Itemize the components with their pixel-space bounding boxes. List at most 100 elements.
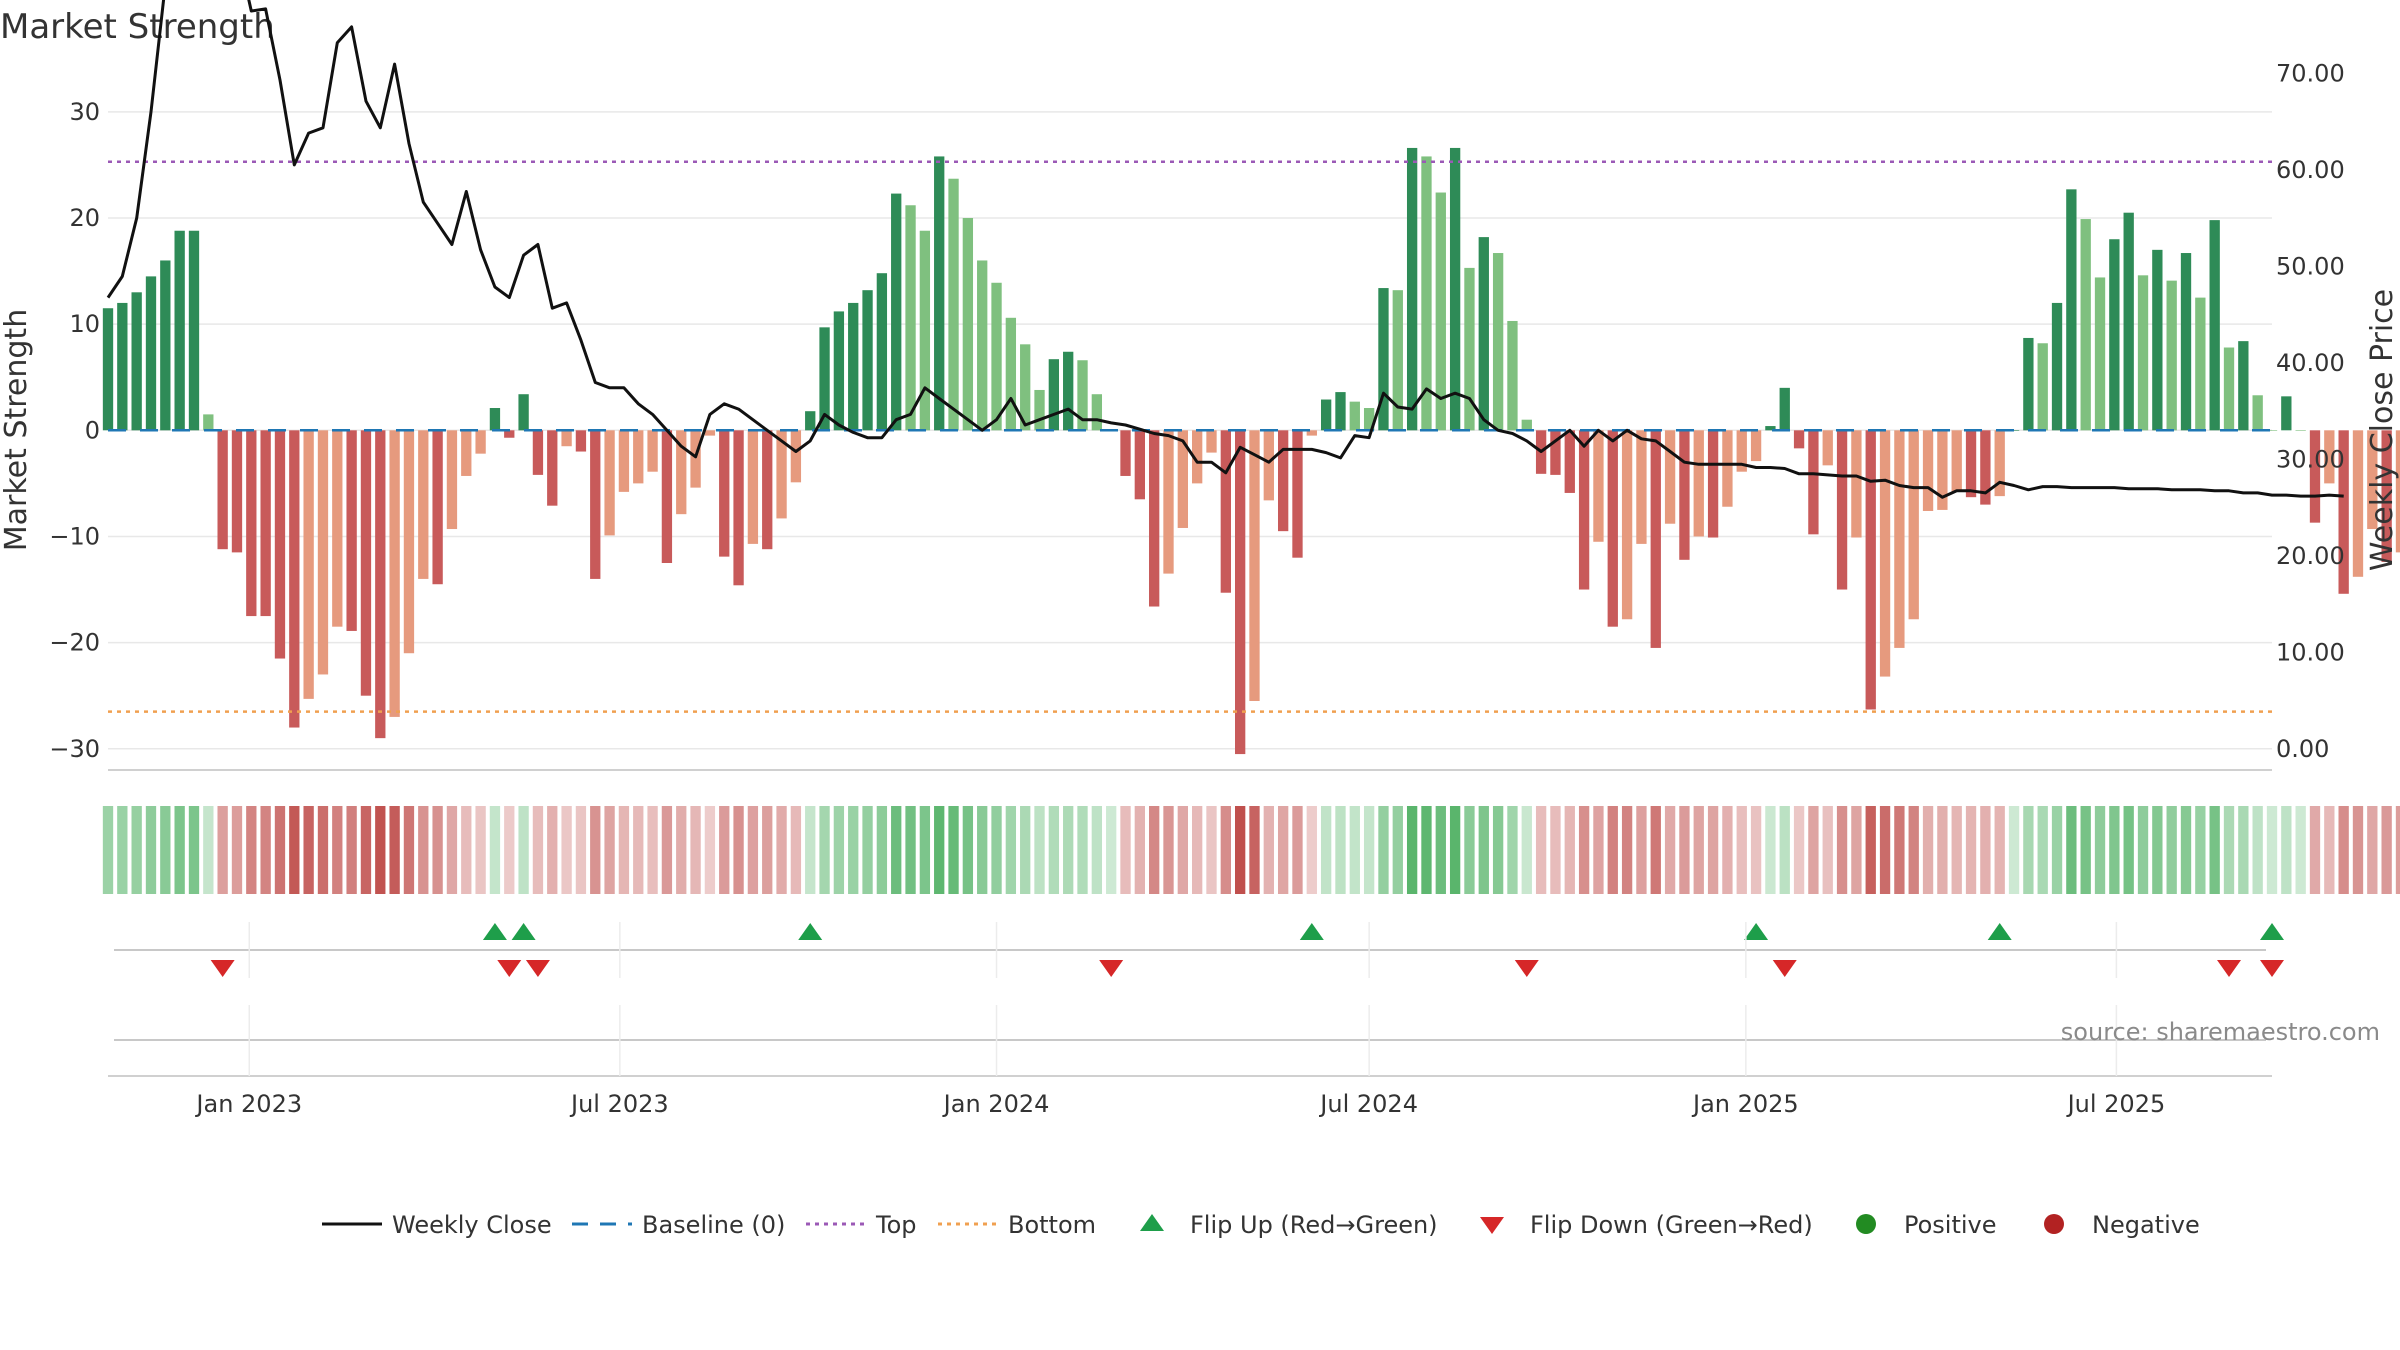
legend-swatch-positive xyxy=(1856,1214,1876,1234)
strength-bar xyxy=(1879,430,1891,677)
heat-cell xyxy=(1091,806,1103,894)
strength-bar xyxy=(1048,359,1060,431)
heat-cell xyxy=(1249,806,1260,894)
strength-bar xyxy=(1134,430,1146,500)
legend-label: Top xyxy=(875,1211,917,1239)
strength-bar xyxy=(848,302,859,431)
strength-bar xyxy=(676,430,687,515)
strength-bar xyxy=(317,430,329,675)
heat-cell xyxy=(1980,806,1991,894)
strength-bar xyxy=(203,414,214,431)
heat-cell xyxy=(676,806,687,894)
heat-cell xyxy=(1808,806,1819,894)
strength-bar xyxy=(977,260,988,431)
heat-cell xyxy=(848,806,859,894)
y-right-tick-label: 70.00 xyxy=(2276,60,2345,88)
heat-cell xyxy=(1449,806,1461,894)
strength-bar xyxy=(934,156,945,431)
strength-bar xyxy=(1091,394,1103,431)
heat-cell xyxy=(2352,806,2364,894)
flip-up-marker xyxy=(1987,923,2012,940)
legend: Weekly Close Baseline (0) Top Bottom Flip Up… xyxy=(322,1211,2200,1239)
flip-up-marker xyxy=(511,923,536,940)
strength-bar xyxy=(188,230,200,431)
strength-bar xyxy=(1435,192,1446,431)
heat-cell xyxy=(117,806,128,894)
heat-cell xyxy=(446,806,458,894)
strength-bar xyxy=(2080,219,2091,431)
strength-bar xyxy=(862,290,873,431)
strength-bar xyxy=(833,311,845,431)
strength-bar xyxy=(2338,430,2349,594)
heat-cell xyxy=(762,806,773,894)
strength-bar xyxy=(1406,147,1418,431)
strength-bar xyxy=(1808,430,1819,535)
strength-bar xyxy=(2295,430,2306,431)
heat-cell xyxy=(1894,806,1905,894)
strength-bar xyxy=(2195,297,2206,431)
strength-bar xyxy=(1020,344,1031,431)
x-tick-label: Jul 2023 xyxy=(569,1090,669,1118)
heat-cell xyxy=(1020,806,1031,894)
strength-bar xyxy=(346,430,357,631)
heat-cell xyxy=(1320,806,1332,894)
strength-bar xyxy=(1836,430,1848,590)
strength-bar xyxy=(1822,430,1833,466)
heat-cell xyxy=(1521,806,1532,894)
heat-cell xyxy=(1120,806,1131,894)
strength-bar xyxy=(246,430,257,617)
strength-heat-strip xyxy=(102,806,2400,894)
heat-cell xyxy=(690,806,701,894)
x-tick-label: Jul 2024 xyxy=(1318,1090,1418,1118)
heat-cell xyxy=(389,806,400,894)
y-left-tick-label: 20 xyxy=(69,204,100,232)
heat-cell xyxy=(833,806,845,894)
heat-cell xyxy=(346,806,357,894)
strength-bar xyxy=(733,430,744,586)
strength-bar xyxy=(547,430,558,506)
heat-cell xyxy=(2066,806,2077,894)
flip-down-marker xyxy=(1099,960,1124,977)
heat-cell xyxy=(2338,806,2349,894)
heat-cell xyxy=(532,806,544,894)
strength-bar xyxy=(1363,408,1375,431)
strength-bar xyxy=(1793,430,1805,449)
legend-item: Baseline (0) xyxy=(572,1211,785,1239)
heat-cell xyxy=(1593,806,1604,894)
x-axis: Jan 2023 Jul 2023 Jan 2024 Jul 2024 Jan 2025… xyxy=(194,922,2165,1118)
heat-cell xyxy=(1048,806,1060,894)
strength-bar xyxy=(991,282,1002,431)
strength-bar xyxy=(561,430,572,447)
source-credit: source: sharemaestro.com xyxy=(2061,1018,2380,1046)
heat-cell xyxy=(1421,806,1432,894)
heat-cell xyxy=(1664,806,1676,894)
heat-cell xyxy=(1937,806,1948,894)
strength-bar xyxy=(2037,343,2048,431)
heat-cell xyxy=(590,806,601,894)
heat-cell xyxy=(2137,806,2149,894)
heat-cell xyxy=(647,806,658,894)
strength-bar xyxy=(145,276,157,431)
strength-bar xyxy=(747,430,759,544)
y-left-tick-label: 10 xyxy=(69,310,100,338)
heat-cell xyxy=(2166,806,2177,894)
flip-down-marker xyxy=(1514,960,1539,977)
strength-bar xyxy=(1306,430,1317,436)
strength-bar xyxy=(2324,430,2335,484)
strength-bar xyxy=(1650,430,1661,648)
strength-bar xyxy=(2094,277,2106,431)
heat-cell xyxy=(274,806,286,894)
heat-cell xyxy=(1550,806,1561,894)
heat-cell xyxy=(2109,806,2120,894)
strength-bar xyxy=(647,430,658,472)
heat-cell xyxy=(962,806,974,894)
strength-bar xyxy=(2395,430,2400,553)
heat-cell xyxy=(1736,806,1747,894)
strength-bar xyxy=(418,430,429,579)
weekly-close-line xyxy=(106,0,2344,499)
heat-cell xyxy=(2223,806,2235,894)
heat-cell xyxy=(2037,806,2048,894)
strength-bar xyxy=(1937,430,1948,510)
heat-cell xyxy=(2395,806,2400,894)
